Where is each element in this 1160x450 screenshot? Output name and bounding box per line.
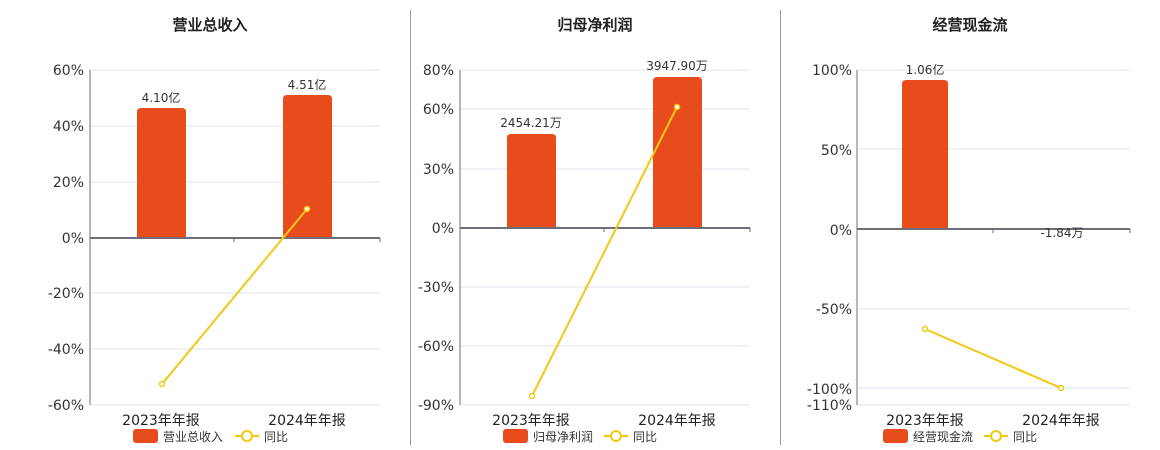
chart-title: 营业总收入 (172, 16, 248, 34)
bar-2023[interactable] (902, 80, 948, 229)
yoy-point[interactable] (921, 325, 929, 333)
svg-text:-50%: -50% (816, 302, 852, 318)
svg-text:归母净利润: 归母净利润 (533, 430, 593, 444)
legend-line-marker-icon (241, 430, 253, 442)
svg-text:0%: 0% (432, 221, 454, 237)
svg-text:50%: 50% (821, 143, 852, 159)
gridlines (857, 69, 1130, 406)
legend-line-marker-icon (610, 430, 622, 442)
chart-operating-cash-flow: 100% 50% 0% -50% -100% -110% 1.06亿 -1.84… (807, 62, 1131, 444)
svg-text:60%: 60% (53, 63, 84, 79)
svg-text:40%: 40% (53, 119, 84, 135)
yoy-point[interactable] (528, 392, 536, 400)
chart-panel-operating-cash-flow: 经营现金流 100% 50% 0% -50% -100% -110% 1.06亿… (780, 0, 1160, 450)
bar-value-label: 4.10亿 (142, 90, 181, 105)
yoy-line (161, 208, 308, 385)
svg-text:0%: 0% (830, 223, 852, 239)
yoy-line (531, 106, 678, 397)
legend-bar-swatch-icon (503, 429, 528, 443)
x-axis-label: 2023年年报 (886, 413, 964, 429)
svg-text:同比: 同比 (264, 430, 288, 444)
svg-text:80%: 80% (423, 63, 454, 79)
svg-text:营业总收入: 营业总收入 (163, 430, 223, 444)
svg-text:60%: 60% (423, 102, 454, 118)
bar-value-label: 3947.90万 (646, 59, 708, 73)
bar-value-label: 4.51亿 (288, 77, 327, 92)
svg-text:-20%: -20% (48, 286, 84, 302)
legend-bar-swatch-icon (133, 429, 158, 443)
y-axis-labels: 60% 40% 20% 0% -20% -40% -60% (48, 63, 84, 414)
svg-text:-30%: -30% (418, 280, 454, 296)
panel-divider (410, 10, 411, 445)
chart-revenue: 60% 40% 20% 0% -20% -40% -60% 4.10亿 4.51… (48, 63, 381, 444)
yoy-point[interactable] (303, 205, 311, 213)
legend[interactable]: 归母净利润 同比 (503, 429, 657, 444)
yoy-point[interactable] (673, 103, 681, 111)
y-axis-labels: 100% 50% 0% -50% -100% -110% (807, 63, 852, 414)
x-axis-label: 2024年年报 (268, 413, 346, 429)
bar-2024[interactable] (283, 95, 332, 238)
chart-panel-revenue: 营业总收入 60% 40% 20% 0% -20% -40% -60% 4.10… (0, 0, 400, 450)
svg-text:-60%: -60% (48, 398, 84, 414)
chart-net-profit: 80% 60% 30% 0% -30% -60% -90% 2454.21万 3… (418, 59, 751, 444)
svg-text:100%: 100% (812, 63, 852, 79)
yoy-point[interactable] (158, 380, 166, 388)
x-axis-label: 2024年年报 (1022, 413, 1100, 429)
svg-text:同比: 同比 (633, 430, 657, 444)
bar-2023[interactable] (507, 134, 556, 228)
svg-text:30%: 30% (423, 162, 454, 178)
svg-text:0%: 0% (62, 231, 84, 247)
svg-text:-40%: -40% (48, 342, 84, 358)
bar-value-label: 1.06亿 (906, 62, 945, 77)
x-axis-label: 2023年年报 (122, 413, 200, 429)
x-axis-label: 2023年年报 (492, 413, 570, 429)
y-axis-labels: 80% 60% 30% 0% -30% -60% -90% (418, 63, 454, 414)
bar-2024[interactable] (653, 77, 702, 228)
panel-divider (780, 10, 781, 445)
legend-bar-swatch-icon (883, 429, 908, 443)
chart-title: 经营现金流 (932, 16, 1008, 34)
x-axis-label: 2024年年报 (638, 413, 716, 429)
chart-panel-net-profit: 归母净利润 80% 60% 30% 0% -30% -60% -90% 2454… (410, 0, 780, 450)
legend[interactable]: 经营现金流 同比 (883, 429, 1037, 444)
yoy-line (924, 328, 1062, 389)
svg-text:同比: 同比 (1013, 430, 1037, 444)
legend-line-marker-icon (990, 430, 1002, 442)
svg-text:经营现金流: 经营现金流 (913, 429, 973, 444)
bar-value-label: 2454.21万 (500, 116, 562, 130)
svg-text:-60%: -60% (418, 339, 454, 355)
chart-title: 归母净利润 (557, 16, 633, 34)
svg-text:-100%: -100% (807, 382, 852, 398)
svg-text:-90%: -90% (418, 398, 454, 414)
legend[interactable]: 营业总收入 同比 (133, 429, 288, 444)
yoy-point[interactable] (1057, 384, 1065, 392)
svg-text:-110%: -110% (807, 398, 852, 414)
bar-value-label: -1.84万 (1040, 226, 1083, 240)
svg-text:20%: 20% (53, 175, 84, 191)
bar-2023[interactable] (137, 108, 186, 238)
